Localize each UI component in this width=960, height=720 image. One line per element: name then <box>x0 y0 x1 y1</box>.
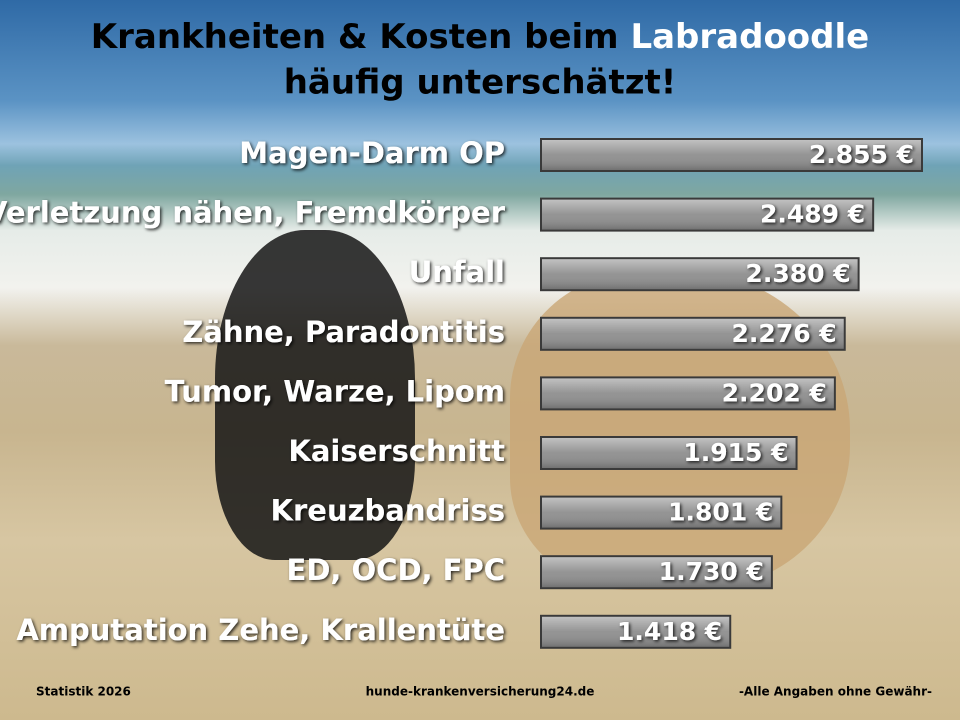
footer-center: hunde-krankenversicherung24.de <box>366 685 595 699</box>
value-label: 2.276 € <box>732 319 837 348</box>
value-label: 1.915 € <box>683 438 788 467</box>
bar-gloss <box>542 497 781 528</box>
footer-left: Statistik 2026 <box>36 685 131 699</box>
title-part: Krankheiten & Kosten beim <box>91 17 619 57</box>
value-label: 2.855 € <box>809 140 914 169</box>
bar-gloss <box>542 140 921 170</box>
category-label: Kreuzbandriss <box>271 494 505 528</box>
bar-gloss <box>542 318 844 349</box>
value-label: 1.418 € <box>617 617 722 646</box>
black-dog <box>215 230 415 560</box>
category-label: Kaiserschnitt <box>288 434 505 468</box>
category-label: Amputation Zehe, Krallentüte <box>16 613 505 647</box>
category-label: Tumor, Warze, Lipom <box>165 374 505 408</box>
category-label: Unfall <box>409 255 505 289</box>
value-label: 1.801 € <box>668 498 773 527</box>
bar-gloss <box>542 557 771 588</box>
bar-gloss <box>542 438 796 468</box>
value-label: 2.489 € <box>760 200 865 229</box>
bar-gloss <box>542 378 834 409</box>
value-label: 2.380 € <box>745 259 850 288</box>
chart-title: Krankheiten & Kosten beim Labradoodle <box>91 17 869 57</box>
value-label: 1.730 € <box>659 557 764 586</box>
footer-right: -Alle Angaben ohne Gewähr- <box>739 685 932 699</box>
title-highlight: Labradoodle <box>630 17 869 57</box>
category-label: Zähne, Paradontitis <box>182 315 505 349</box>
bar-gloss <box>542 616 730 647</box>
category-label: Magen-Darm OP <box>239 136 505 170</box>
value-label: 2.202 € <box>722 378 827 407</box>
bar-gloss <box>542 259 858 290</box>
chart-subtitle: häufig unterschätzt! <box>284 63 677 103</box>
category-label: ED, OCD, FPC <box>287 553 505 587</box>
category-label: Verletzung nähen, Fremdkörper <box>0 196 506 230</box>
bar-gloss <box>542 199 873 230</box>
